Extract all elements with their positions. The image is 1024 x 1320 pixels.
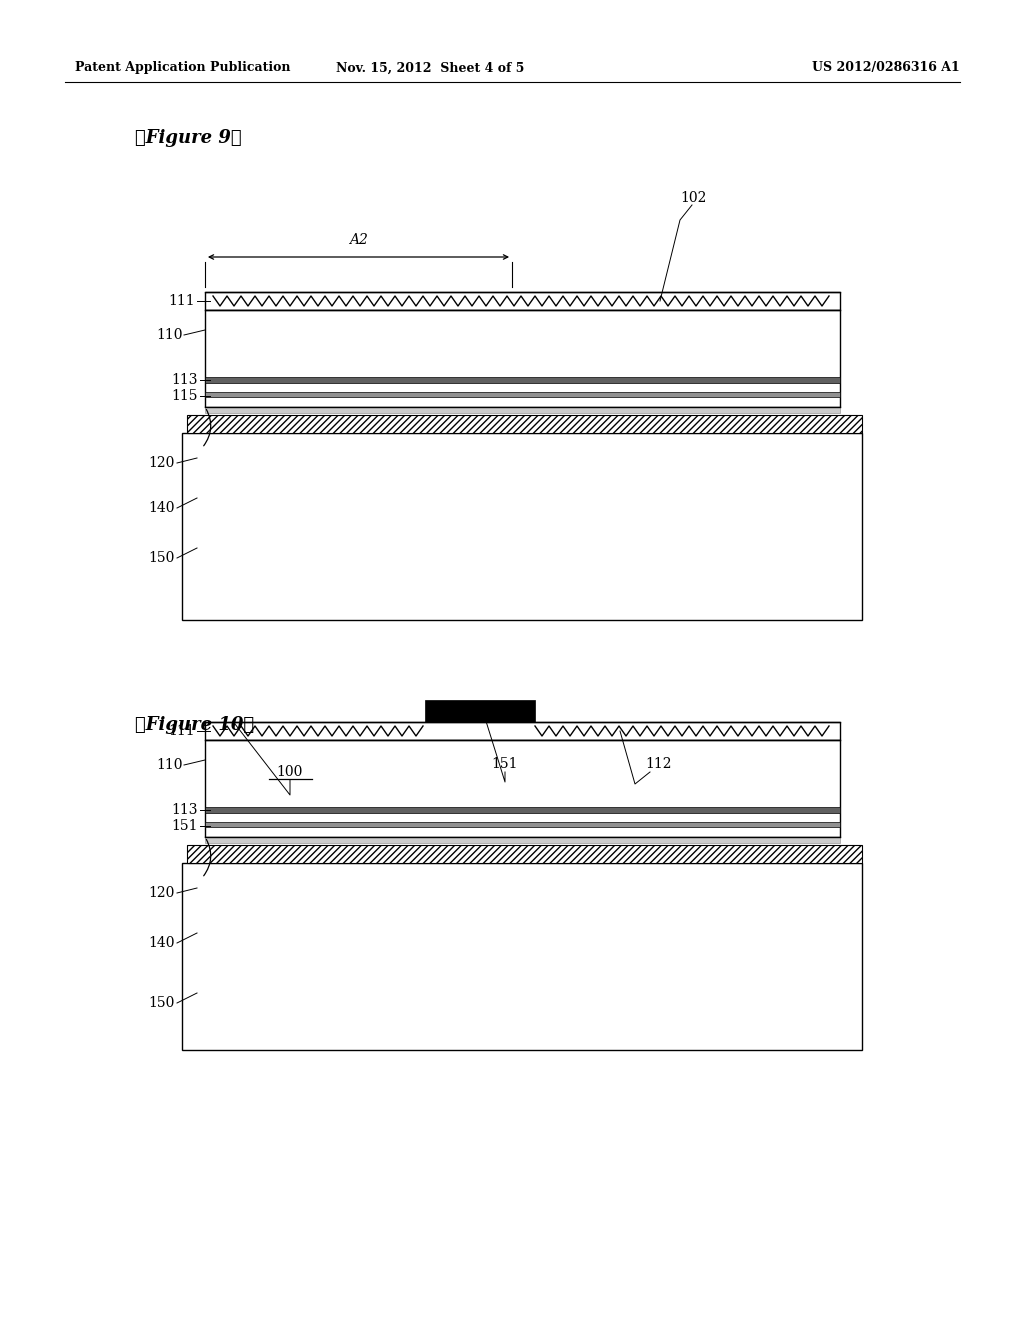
Text: 102: 102 xyxy=(680,191,707,205)
Text: 【Figure 10】: 【Figure 10】 xyxy=(135,715,254,734)
Text: 151: 151 xyxy=(492,756,518,771)
Text: 151: 151 xyxy=(171,818,198,833)
Text: Nov. 15, 2012  Sheet 4 of 5: Nov. 15, 2012 Sheet 4 of 5 xyxy=(336,62,524,74)
Bar xyxy=(205,310,840,407)
Text: 113: 113 xyxy=(171,374,198,387)
Text: Patent Application Publication: Patent Application Publication xyxy=(75,62,291,74)
Bar xyxy=(205,722,840,741)
Bar xyxy=(425,700,535,722)
Text: 120: 120 xyxy=(148,455,175,470)
Text: 150: 150 xyxy=(148,997,175,1010)
Bar xyxy=(182,433,862,620)
Text: 【Figure 9】: 【Figure 9】 xyxy=(135,129,242,147)
Text: 111: 111 xyxy=(168,723,195,738)
Text: 100: 100 xyxy=(276,766,303,779)
Bar xyxy=(205,407,840,413)
Bar xyxy=(187,414,862,433)
Text: 111: 111 xyxy=(168,294,195,308)
Text: US 2012/0286316 A1: US 2012/0286316 A1 xyxy=(812,62,961,74)
Text: A2: A2 xyxy=(348,234,368,247)
Text: 113: 113 xyxy=(171,803,198,817)
Bar xyxy=(205,292,840,310)
Bar xyxy=(182,863,862,1049)
Text: 115: 115 xyxy=(171,389,198,403)
Bar xyxy=(205,837,840,843)
Bar xyxy=(205,741,840,837)
Bar xyxy=(205,392,840,397)
Text: 140: 140 xyxy=(148,502,175,515)
Bar xyxy=(187,845,862,863)
Bar xyxy=(205,822,840,828)
Text: 120: 120 xyxy=(148,886,175,900)
Bar xyxy=(205,807,840,813)
Text: 110: 110 xyxy=(157,327,183,342)
Text: 110: 110 xyxy=(157,758,183,772)
Text: 112: 112 xyxy=(645,756,672,771)
Text: 150: 150 xyxy=(148,550,175,565)
Bar xyxy=(205,378,840,383)
Text: 140: 140 xyxy=(148,936,175,950)
